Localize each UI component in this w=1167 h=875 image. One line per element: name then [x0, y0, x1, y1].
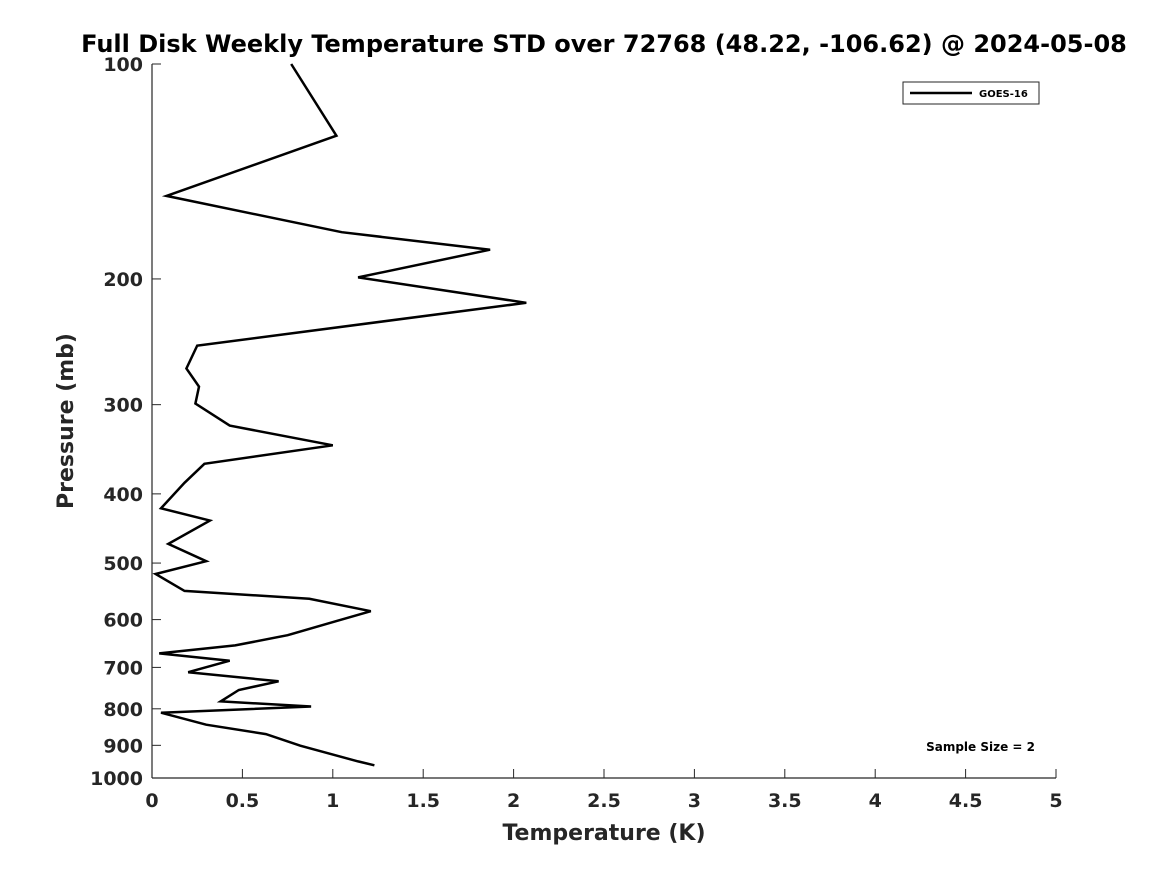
y-tick-label: 600 [103, 610, 143, 632]
y-tick-label: 300 [103, 395, 143, 417]
y-tick-label: 100 [103, 54, 143, 76]
x-tick-label: 3 [688, 790, 701, 812]
x-axis-ticks: 0 0.5 1 1.5 2 2.5 3 3.5 4 4.5 5 [145, 769, 1063, 812]
x-tick-label: 4.5 [949, 790, 983, 812]
legend: GOES-16 [902, 81, 1040, 105]
chart-title: Full Disk Weekly Temperature STD over 72… [81, 30, 1127, 58]
y-tick-label: 200 [103, 269, 143, 291]
x-tick-label: 5 [1049, 790, 1062, 812]
y-axis-label: Pressure (mb) [54, 333, 79, 509]
x-axis-label: Temperature (K) [502, 821, 705, 846]
y-tick-label: 400 [103, 484, 143, 506]
series-line-goes-16 [152, 63, 527, 767]
x-tick-label: 3.5 [768, 790, 802, 812]
x-tick-label: 4 [869, 790, 882, 812]
y-tick-label: 800 [103, 699, 143, 721]
y-tick-label: 900 [103, 735, 143, 757]
y-tick-label: 1000 [90, 768, 143, 790]
x-tick-label: 2 [507, 790, 520, 812]
y-tick-label: 700 [103, 657, 143, 679]
x-tick-label: 0 [145, 790, 158, 812]
x-tick-label: 1 [326, 790, 339, 812]
y-tick-label: 500 [103, 553, 143, 575]
sample-size-annotation: Sample Size = 2 [926, 740, 1035, 754]
y-axis-ticks: 100 200 300 400 500 600 700 800 900 1000 [90, 54, 161, 790]
x-tick-label: 0.5 [226, 790, 260, 812]
x-tick-label: 2.5 [587, 790, 621, 812]
legend-label-goes-16: GOES-16 [979, 89, 1028, 100]
x-tick-label: 1.5 [406, 790, 440, 812]
series-layer [152, 63, 527, 767]
